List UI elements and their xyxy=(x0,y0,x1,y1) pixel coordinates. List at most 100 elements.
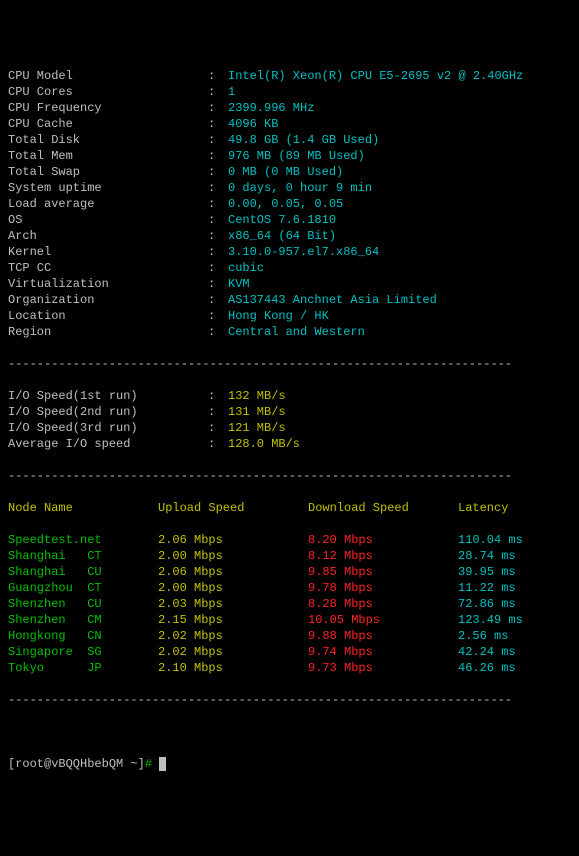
sysinfo-value: Hong Kong / HK xyxy=(228,308,329,324)
cell-latency: 42.24 ms xyxy=(458,644,578,660)
speedtest-header-row: Node Name Upload Speed Download Speed La… xyxy=(8,500,571,516)
colon: : xyxy=(208,116,228,132)
sysinfo-label: CPU Frequency xyxy=(8,100,208,116)
prompt-host: [root@vBQQHbebQM ~] xyxy=(8,757,145,771)
cell-upload: 2.03 Mbps xyxy=(158,596,308,612)
cell-latency: 2.56 ms xyxy=(458,628,578,644)
io-value: 128.0 MB/s xyxy=(228,436,300,452)
shell-prompt[interactable]: [root@vBQQHbebQM ~]# xyxy=(8,756,571,772)
cell-upload: 2.06 Mbps xyxy=(158,532,308,548)
sysinfo-value: 0 days, 0 hour 9 min xyxy=(228,180,372,196)
cell-upload: 2.10 Mbps xyxy=(158,660,308,676)
sysinfo-label: Location xyxy=(8,308,208,324)
cell-latency: 28.74 ms xyxy=(458,548,578,564)
sysinfo-value: 0.00, 0.05, 0.05 xyxy=(228,196,343,212)
io-label: I/O Speed(3rd run) xyxy=(8,420,208,436)
sysinfo-label: CPU Cache xyxy=(8,116,208,132)
sysinfo-label: Virtualization xyxy=(8,276,208,292)
colon: : xyxy=(208,244,228,260)
sysinfo-value: CentOS 7.6.1810 xyxy=(228,212,336,228)
prompt-mark: # xyxy=(145,757,159,771)
cell-latency: 123.49 ms xyxy=(458,612,578,628)
sysinfo-row: CPU Cache : 4096 KB xyxy=(8,116,571,132)
cell-node: Shenzhen CM xyxy=(8,612,158,628)
speedtest-row: Speedtest.net 2.06 Mbps8.20 Mbps110.04 m… xyxy=(8,532,571,548)
cell-upload: 2.00 Mbps xyxy=(158,548,308,564)
cell-node: Guangzhou CT xyxy=(8,580,158,596)
cell-download: 9.74 Mbps xyxy=(308,644,458,660)
cell-node: Tokyo JP xyxy=(8,660,158,676)
sysinfo-row: Location : Hong Kong / HK xyxy=(8,308,571,324)
sysinfo-label: Total Disk xyxy=(8,132,208,148)
cell-latency: 110.04 ms xyxy=(458,532,578,548)
sysinfo-row: Virtualization : KVM xyxy=(8,276,571,292)
sysinfo-label: Kernel xyxy=(8,244,208,260)
cell-node: Shenzhen CU xyxy=(8,596,158,612)
cell-download: 8.20 Mbps xyxy=(308,532,458,548)
cell-upload: 2.06 Mbps xyxy=(158,564,308,580)
sysinfo-row: Total Swap : 0 MB (0 MB Used) xyxy=(8,164,571,180)
sysinfo-row: CPU Cores : 1 xyxy=(8,84,571,100)
io-row: I/O Speed(3rd run) : 121 MB/s xyxy=(8,420,571,436)
sysinfo-row: Load average : 0.00, 0.05, 0.05 xyxy=(8,196,571,212)
sysinfo-value: AS137443 Anchnet Asia Limited xyxy=(228,292,437,308)
cell-latency: 39.95 ms xyxy=(458,564,578,580)
sysinfo-label: System uptime xyxy=(8,180,208,196)
sysinfo-row: CPU Model : Intel(R) Xeon(R) CPU E5-2695… xyxy=(8,68,571,84)
cell-node: Singapore SG xyxy=(8,644,158,660)
blank-line xyxy=(8,724,571,740)
sysinfo-value: 976 MB (89 MB Used) xyxy=(228,148,365,164)
io-row: I/O Speed(1st run) : 132 MB/s xyxy=(8,388,571,404)
cell-download: 10.05 Mbps xyxy=(308,612,458,628)
io-value: 131 MB/s xyxy=(228,404,286,420)
colon: : xyxy=(208,436,228,452)
sysinfo-label: Total Mem xyxy=(8,148,208,164)
io-row: I/O Speed(2nd run) : 131 MB/s xyxy=(8,404,571,420)
io-value: 132 MB/s xyxy=(228,388,286,404)
sysinfo-label: CPU Cores xyxy=(8,84,208,100)
cursor xyxy=(159,757,166,771)
speedtest-rows: Speedtest.net 2.06 Mbps8.20 Mbps110.04 m… xyxy=(8,532,571,676)
sysinfo-label: Total Swap xyxy=(8,164,208,180)
cell-download: 9.88 Mbps xyxy=(308,628,458,644)
header-node: Node Name xyxy=(8,500,158,516)
sysinfo-label: Arch xyxy=(8,228,208,244)
colon: : xyxy=(208,132,228,148)
speedtest-row: Hongkong CN 2.02 Mbps9.88 Mbps2.56 ms xyxy=(8,628,571,644)
cell-latency: 46.26 ms xyxy=(458,660,578,676)
header-latency: Latency xyxy=(458,500,578,516)
sysinfo-row: Kernel : 3.10.0-957.el7.x86_64 xyxy=(8,244,571,260)
sysinfo-value: cubic xyxy=(228,260,264,276)
sysinfo-value: 49.8 GB (1.4 GB Used) xyxy=(228,132,379,148)
divider: ----------------------------------------… xyxy=(8,356,571,372)
header-upload: Upload Speed xyxy=(158,500,308,516)
colon: : xyxy=(208,212,228,228)
colon: : xyxy=(208,308,228,324)
colon: : xyxy=(208,100,228,116)
sysinfo-label: Organization xyxy=(8,292,208,308)
cell-upload: 2.15 Mbps xyxy=(158,612,308,628)
sysinfo-label: Region xyxy=(8,324,208,340)
sysinfo-value: Intel(R) Xeon(R) CPU E5-2695 v2 @ 2.40GH… xyxy=(228,68,523,84)
sysinfo-value: 2399.996 MHz xyxy=(228,100,314,116)
io-value: 121 MB/s xyxy=(228,420,286,436)
speedtest-row: Shanghai CU 2.06 Mbps9.85 Mbps39.95 ms xyxy=(8,564,571,580)
speedtest-row: Singapore SG 2.02 Mbps9.74 Mbps42.24 ms xyxy=(8,644,571,660)
colon: : xyxy=(208,324,228,340)
io-row: Average I/O speed : 128.0 MB/s xyxy=(8,436,571,452)
sysinfo-label: OS xyxy=(8,212,208,228)
cell-upload: 2.02 Mbps xyxy=(158,628,308,644)
cell-node: Shanghai CU xyxy=(8,564,158,580)
sysinfo-row: CPU Frequency : 2399.996 MHz xyxy=(8,100,571,116)
sysinfo-row: TCP CC : cubic xyxy=(8,260,571,276)
cell-download: 9.78 Mbps xyxy=(308,580,458,596)
sysinfo-row: Organization : AS137443 Anchnet Asia Lim… xyxy=(8,292,571,308)
colon: : xyxy=(208,164,228,180)
divider: ----------------------------------------… xyxy=(8,692,571,708)
cell-download: 8.12 Mbps xyxy=(308,548,458,564)
io-label: I/O Speed(1st run) xyxy=(8,388,208,404)
sysinfo-value: x86_64 (64 Bit) xyxy=(228,228,336,244)
speedtest-row: Shanghai CT 2.00 Mbps8.12 Mbps28.74 ms xyxy=(8,548,571,564)
io-speed-section: I/O Speed(1st run) : 132 MB/sI/O Speed(2… xyxy=(8,388,571,452)
sysinfo-value: 3.10.0-957.el7.x86_64 xyxy=(228,244,379,260)
